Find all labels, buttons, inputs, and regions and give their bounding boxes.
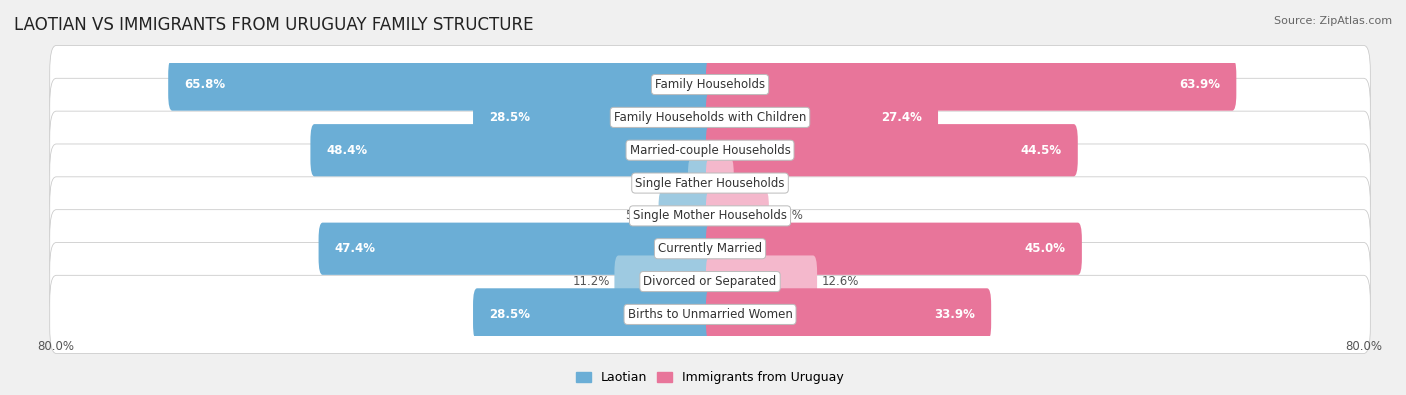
Text: 47.4%: 47.4% bbox=[335, 242, 375, 255]
FancyBboxPatch shape bbox=[49, 78, 1371, 156]
FancyBboxPatch shape bbox=[706, 58, 1236, 111]
Text: Single Mother Households: Single Mother Households bbox=[633, 209, 787, 222]
FancyBboxPatch shape bbox=[311, 124, 714, 176]
Text: Family Households: Family Households bbox=[655, 78, 765, 91]
Text: 6.7%: 6.7% bbox=[773, 209, 803, 222]
Text: LAOTIAN VS IMMIGRANTS FROM URUGUAY FAMILY STRUCTURE: LAOTIAN VS IMMIGRANTS FROM URUGUAY FAMIL… bbox=[14, 16, 533, 34]
FancyBboxPatch shape bbox=[169, 58, 714, 111]
FancyBboxPatch shape bbox=[706, 157, 734, 209]
FancyBboxPatch shape bbox=[472, 288, 714, 340]
FancyBboxPatch shape bbox=[49, 45, 1371, 124]
FancyBboxPatch shape bbox=[319, 223, 714, 275]
FancyBboxPatch shape bbox=[614, 256, 714, 308]
FancyBboxPatch shape bbox=[49, 275, 1371, 354]
Text: 63.9%: 63.9% bbox=[1180, 78, 1220, 91]
Text: 2.2%: 2.2% bbox=[654, 177, 683, 190]
Legend: Laotian, Immigrants from Uruguay: Laotian, Immigrants from Uruguay bbox=[571, 367, 849, 389]
FancyBboxPatch shape bbox=[706, 91, 938, 143]
FancyBboxPatch shape bbox=[49, 111, 1371, 189]
Text: Births to Unmarried Women: Births to Unmarried Women bbox=[627, 308, 793, 321]
Text: Currently Married: Currently Married bbox=[658, 242, 762, 255]
FancyBboxPatch shape bbox=[658, 190, 714, 242]
Text: 28.5%: 28.5% bbox=[489, 308, 530, 321]
Text: 27.4%: 27.4% bbox=[880, 111, 922, 124]
Text: Single Father Households: Single Father Households bbox=[636, 177, 785, 190]
Text: 44.5%: 44.5% bbox=[1021, 144, 1062, 157]
Text: 12.6%: 12.6% bbox=[821, 275, 859, 288]
Text: Source: ZipAtlas.com: Source: ZipAtlas.com bbox=[1274, 16, 1392, 26]
Text: 2.4%: 2.4% bbox=[738, 177, 768, 190]
Text: 48.4%: 48.4% bbox=[326, 144, 368, 157]
Text: 5.8%: 5.8% bbox=[624, 209, 654, 222]
FancyBboxPatch shape bbox=[706, 124, 1078, 176]
Text: 28.5%: 28.5% bbox=[489, 111, 530, 124]
FancyBboxPatch shape bbox=[706, 256, 817, 308]
Text: 11.2%: 11.2% bbox=[574, 275, 610, 288]
FancyBboxPatch shape bbox=[472, 91, 714, 143]
Text: 33.9%: 33.9% bbox=[934, 308, 974, 321]
Text: 65.8%: 65.8% bbox=[184, 78, 226, 91]
Text: Family Households with Children: Family Households with Children bbox=[614, 111, 806, 124]
FancyBboxPatch shape bbox=[706, 288, 991, 340]
FancyBboxPatch shape bbox=[49, 243, 1371, 321]
FancyBboxPatch shape bbox=[706, 190, 769, 242]
Text: Divorced or Separated: Divorced or Separated bbox=[644, 275, 776, 288]
FancyBboxPatch shape bbox=[706, 223, 1081, 275]
Text: 45.0%: 45.0% bbox=[1025, 242, 1066, 255]
FancyBboxPatch shape bbox=[688, 157, 714, 209]
FancyBboxPatch shape bbox=[49, 210, 1371, 288]
Text: Married-couple Households: Married-couple Households bbox=[630, 144, 790, 157]
FancyBboxPatch shape bbox=[49, 177, 1371, 255]
FancyBboxPatch shape bbox=[49, 144, 1371, 222]
